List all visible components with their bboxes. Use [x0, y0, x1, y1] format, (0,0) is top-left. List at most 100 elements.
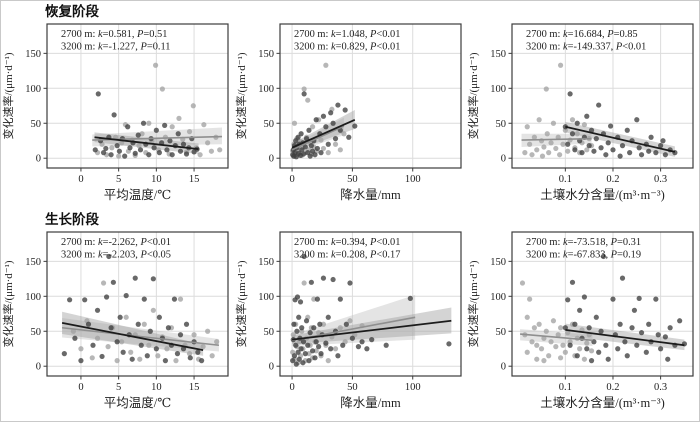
plot-frame: [46, 23, 229, 169]
svg-text:15: 15: [189, 174, 200, 185]
svg-text:3200 m: k=0.829, P<0.01: 3200 m: k=0.829, P<0.01: [294, 42, 400, 53]
svg-text:2700 m: k=-73.518, P=0.31: 2700 m: k=-73.518, P=0.31: [526, 237, 641, 248]
x-axis-label: 土壤水分含量/(m³·m⁻³): [541, 395, 666, 410]
svg-text:10: 10: [151, 382, 162, 393]
confidence-band-2700-m: [62, 317, 219, 352]
regression-annotation: 2700 m: k=1.048, P<0.01 3200 m: k=0.829, …: [294, 29, 400, 53]
svg-text:2700 m: k=-2.262, P<0.01: 2700 m: k=-2.262, P<0.01: [61, 237, 171, 248]
svg-text:100: 100: [25, 84, 41, 95]
regression-line-3200-m: [565, 125, 676, 153]
regression-line-2700-m: [61, 326, 220, 347]
svg-text:50: 50: [31, 119, 42, 130]
svg-text:0.2: 0.2: [607, 382, 620, 393]
y-axis-label: 变化速率/(μm·d⁻¹): [1, 260, 15, 347]
scatter-points-3200-m: [61, 253, 205, 364]
grid-lines: [279, 232, 461, 376]
tick-labels: 0.1 0.2 0.3 0 50 100 150: [491, 257, 668, 393]
svg-text:3200 m: k=-2.203, P<0.05: 3200 m: k=-2.203, P<0.05: [61, 250, 171, 261]
svg-text:50: 50: [347, 382, 358, 393]
plot-frame: [279, 23, 462, 169]
regression-line-2700-m: [520, 333, 593, 342]
confidence-band-3200-m: [62, 311, 204, 356]
row-title-growth-stage: 生长阶段: [45, 212, 99, 227]
axis-ticks: [43, 52, 195, 172]
regression-line-3200-m: [291, 118, 355, 149]
svg-text:0: 0: [268, 154, 273, 165]
svg-text:15: 15: [189, 382, 200, 393]
scatter-points-3200-m: [563, 253, 688, 364]
svg-text:5: 5: [116, 174, 121, 185]
x-axis-label: 平均温度/℃: [104, 395, 171, 410]
svg-text:0: 0: [289, 174, 294, 185]
svg-text:50: 50: [263, 327, 274, 338]
tick-labels: 0.1 0.2 0.3 0 50 100 150: [491, 49, 668, 185]
y-axis-label: 变化速率/(μm·d⁻¹): [234, 260, 248, 347]
growth-stage-panels: 0 5 10 15 0 50 100 150 平均温度/℃ 变化速率/(μm·d⁻¹) 2700 m…: [1, 228, 699, 418]
svg-text:0: 0: [36, 154, 41, 165]
scatter-panel-recovery-precipitation: 0 50 100 0 50 100 150 降水量/mm 变化速率/(μm·d⁻¹) 2700 m…: [234, 23, 462, 202]
svg-text:0.2: 0.2: [607, 174, 620, 185]
grid-lines: [47, 24, 228, 168]
svg-text:2700 m: k=16.684, P=0.85: 2700 m: k=16.684, P=0.85: [526, 29, 638, 40]
plot-frame: [511, 23, 694, 169]
svg-text:5: 5: [116, 382, 121, 393]
regression-line-3200-m: [291, 319, 452, 341]
svg-text:100: 100: [258, 292, 274, 303]
axis-ticks: [508, 260, 662, 380]
scatter-points-3200-m: [289, 253, 452, 367]
x-axis-label: 降水量/mm: [340, 396, 401, 410]
svg-text:10: 10: [151, 174, 162, 185]
row-recovery-stage: 恢复阶段 0 5 10 15 0 50 100 150 平均温度/℃ 变化速率/(μm·d⁻¹) 2…: [1, 3, 699, 211]
svg-text:0.1: 0.1: [559, 382, 572, 393]
svg-text:2700 m: k=0.394, P<0.01: 2700 m: k=0.394, P<0.01: [294, 237, 400, 248]
svg-text:0.3: 0.3: [654, 174, 667, 185]
svg-text:150: 150: [258, 257, 274, 268]
regression-annotation: 2700 m: k=-73.518, P=0.31 3200 m: k=-67.8…: [526, 237, 641, 261]
svg-text:0: 0: [501, 154, 506, 165]
svg-text:0: 0: [78, 174, 83, 185]
confidence-band-2700-m: [521, 133, 592, 148]
regression-line-3200-m: [94, 136, 199, 151]
svg-text:0.3: 0.3: [654, 382, 667, 393]
svg-text:2700 m: k=1.048, P<0.01: 2700 m: k=1.048, P<0.01: [294, 29, 400, 40]
regression-line-2700-m: [291, 125, 344, 151]
svg-text:100: 100: [405, 174, 421, 185]
svg-text:100: 100: [258, 84, 274, 95]
regression-annotation: 2700 m: k=-2.262, P<0.01 3200 m: k=-2.203…: [61, 237, 171, 261]
svg-text:100: 100: [25, 292, 41, 303]
svg-text:0.1: 0.1: [559, 174, 572, 185]
svg-text:0: 0: [36, 362, 41, 373]
y-axis-label: 变化速率/(μm·d⁻¹): [466, 260, 480, 347]
regression-annotation: 2700 m: k=16.684, P=0.85 3200 m: k=-149.3…: [526, 29, 646, 53]
scatter-points-2700-m: [520, 280, 595, 364]
svg-text:0: 0: [501, 362, 506, 373]
scatter-panel-recovery-soil-moisture: 0.1 0.2 0.3 0 50 100 150 土壤水分含量/(m³·m⁻³) 变化速率/(μ…: [466, 23, 694, 202]
svg-text:150: 150: [25, 257, 41, 268]
svg-text:0: 0: [289, 382, 294, 393]
plot-frame: [511, 231, 694, 377]
axis-ticks: [276, 260, 413, 380]
x-axis-label: 土壤水分含量/(m³·m⁻³): [541, 187, 666, 202]
regression-annotation: 2700 m: k=0.394, P<0.01 3200 m: k=0.208, …: [294, 237, 400, 261]
svg-text:0: 0: [78, 382, 83, 393]
axis-ticks: [276, 52, 413, 172]
svg-text:50: 50: [496, 119, 507, 130]
y-axis-label: 变化速率/(μm·d⁻¹): [466, 52, 480, 139]
svg-text:3200 m: k=-149.337, P<0.01: 3200 m: k=-149.337, P<0.01: [526, 42, 646, 53]
svg-text:100: 100: [491, 84, 507, 95]
svg-text:50: 50: [496, 327, 507, 338]
recovery-stage-panels: 0 5 10 15 0 50 100 150 平均温度/℃ 变化速率/(μm·d⁻¹) 2700 m…: [1, 20, 699, 210]
svg-text:150: 150: [491, 49, 507, 60]
regression-line-3200-m: [61, 321, 204, 352]
x-axis-label: 平均温度/℃: [104, 187, 171, 202]
y-axis-label: 变化速率/(μm·d⁻¹): [234, 52, 248, 139]
regression-line-2700-m: [521, 137, 592, 141]
svg-text:50: 50: [31, 327, 42, 338]
x-axis-label: 降水量/mm: [340, 188, 401, 202]
scatter-points-2700-m: [522, 62, 595, 159]
svg-text:50: 50: [263, 119, 274, 130]
